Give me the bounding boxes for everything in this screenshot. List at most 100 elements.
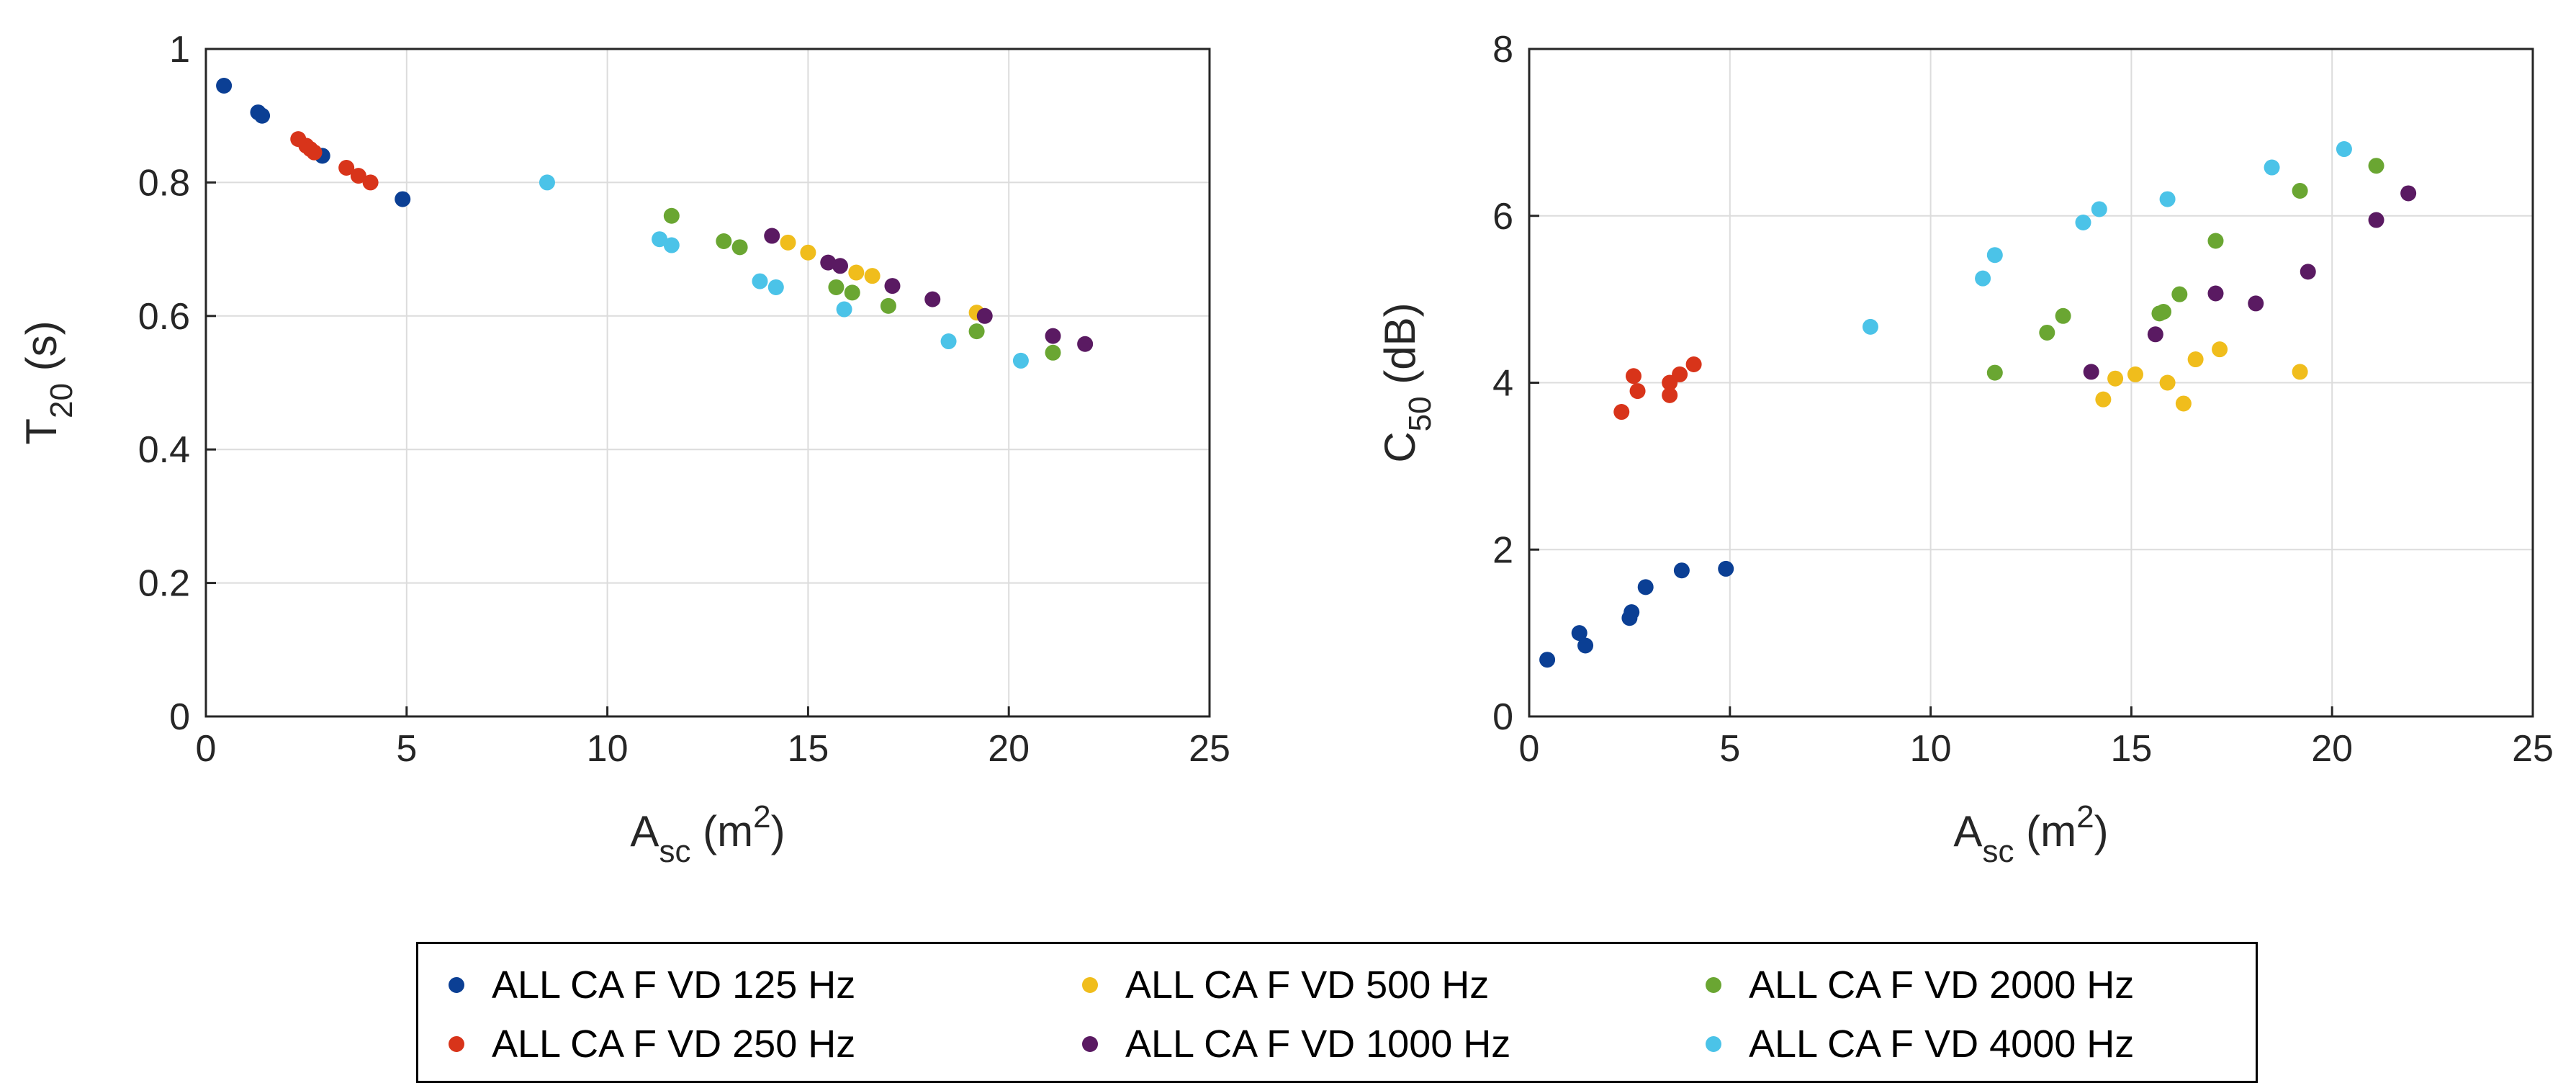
legend-item-4000hz: ALL CA F VD 4000 Hz bbox=[1706, 1019, 2134, 1069]
data-point bbox=[836, 301, 852, 318]
series-all-ca-f-vd-2000-hz bbox=[1986, 158, 2384, 381]
data-point bbox=[1623, 604, 1640, 621]
data-point bbox=[820, 254, 837, 271]
data-point bbox=[716, 233, 732, 249]
data-point bbox=[968, 323, 985, 340]
data-point bbox=[362, 174, 379, 191]
legend-marker-125hz bbox=[449, 977, 464, 993]
data-point bbox=[2300, 264, 2316, 280]
data-point bbox=[2159, 191, 2176, 207]
y-axis-label: T20 (s) bbox=[17, 320, 79, 444]
data-point bbox=[1045, 328, 1061, 344]
x-axis-label: Asc (m2) bbox=[1953, 799, 2108, 869]
data-point bbox=[2292, 364, 2308, 380]
y-tick-label: 2 bbox=[1492, 529, 1513, 571]
data-point bbox=[1629, 383, 1646, 400]
legend: ALL CA F VD 125 Hz ALL CA F VD 250 Hz AL… bbox=[416, 942, 2258, 1083]
y-tick-label: 0 bbox=[169, 696, 190, 738]
data-point bbox=[2055, 307, 2071, 324]
data-point bbox=[976, 307, 993, 324]
y-tick-label: 1 bbox=[169, 29, 190, 71]
data-point bbox=[731, 239, 748, 256]
y-tick-label: 0.2 bbox=[138, 563, 190, 605]
y-tick-label: 0.4 bbox=[138, 429, 190, 471]
data-point bbox=[1625, 368, 1641, 385]
x-tick-label: 0 bbox=[196, 728, 217, 770]
x-tick-label: 20 bbox=[2311, 728, 2353, 770]
data-point bbox=[2159, 374, 2176, 391]
data-point bbox=[1975, 270, 1991, 287]
legend-label-500hz: ALL CA F VD 500 Hz bbox=[1125, 963, 1490, 1007]
data-point bbox=[1662, 387, 1678, 403]
x-tick-label: 10 bbox=[1910, 728, 1952, 770]
legend-item-125hz: ALL CA F VD 125 Hz bbox=[449, 960, 855, 1010]
series-all-ca-f-vd-4000-hz bbox=[539, 174, 1029, 369]
data-point bbox=[395, 191, 411, 207]
data-point bbox=[2147, 326, 2163, 343]
series-all-ca-f-vd-1000-hz bbox=[2083, 185, 2417, 380]
series-all-ca-f-vd-1000-hz bbox=[764, 228, 1094, 352]
data-point bbox=[2075, 215, 2091, 231]
data-point bbox=[1045, 344, 1061, 361]
data-point bbox=[2107, 370, 2124, 387]
data-point bbox=[1077, 336, 1094, 352]
data-point bbox=[2171, 286, 2188, 302]
data-point bbox=[1986, 247, 2003, 264]
data-point bbox=[1613, 404, 1630, 421]
y-tick-label: 0.8 bbox=[138, 162, 190, 204]
data-point bbox=[216, 77, 233, 94]
data-point bbox=[764, 228, 780, 244]
data-point bbox=[350, 168, 366, 184]
y-tick-label: 6 bbox=[1492, 196, 1513, 238]
t20-panel: 0 5 10 15 20 25 0 0.2 0.4 0.6 0.8 1 Asc (m2) T20 (s) bbox=[17, 29, 1230, 869]
data-point bbox=[752, 273, 768, 289]
data-point bbox=[1673, 562, 1690, 579]
legend-label-2000hz: ALL CA F VD 2000 Hz bbox=[1749, 963, 2135, 1007]
y-axis-label: C50 (dB) bbox=[1376, 302, 1438, 462]
x-tick-label: 20 bbox=[988, 728, 1030, 770]
legend-marker-1000hz bbox=[1082, 1036, 1098, 1052]
data-point bbox=[2207, 233, 2224, 249]
legend-item-250hz: ALL CA F VD 250 Hz bbox=[449, 1019, 855, 1069]
legend-marker-4000hz bbox=[1706, 1036, 1721, 1052]
data-point bbox=[2400, 185, 2417, 202]
data-point bbox=[1637, 579, 1654, 595]
x-tick-label: 25 bbox=[2512, 728, 2554, 770]
data-point bbox=[338, 160, 355, 176]
data-point bbox=[1986, 364, 2003, 381]
data-point bbox=[1577, 637, 1594, 654]
legend-label-4000hz: ALL CA F VD 4000 Hz bbox=[1749, 1022, 2135, 1066]
x-tick-label: 5 bbox=[1719, 728, 1740, 770]
series-all-ca-f-vd-125-hz bbox=[1539, 560, 1734, 668]
series-all-ca-f-vd-4000-hz bbox=[1862, 141, 2352, 335]
legend-item-500hz: ALL CA F VD 500 Hz bbox=[1082, 960, 1489, 1010]
data-point bbox=[884, 278, 901, 295]
data-point bbox=[780, 234, 796, 251]
data-point bbox=[1571, 625, 1588, 642]
y-tick-label: 0 bbox=[1492, 696, 1513, 738]
y-tick-label: 8 bbox=[1492, 29, 1513, 71]
data-point bbox=[864, 268, 881, 284]
x-tick-label: 15 bbox=[787, 728, 829, 770]
data-point bbox=[1012, 352, 1029, 369]
data-point bbox=[663, 237, 680, 253]
data-point bbox=[306, 144, 323, 161]
data-point bbox=[2083, 364, 2099, 380]
x-tick-label: 5 bbox=[396, 728, 417, 770]
x-tick-label: 10 bbox=[587, 728, 629, 770]
series-all-ca-f-vd-2000-hz bbox=[663, 207, 1061, 361]
data-point bbox=[652, 231, 668, 248]
data-point bbox=[940, 333, 957, 350]
data-point bbox=[2292, 182, 2308, 199]
data-point bbox=[1539, 652, 1556, 668]
x-tick-label: 25 bbox=[1189, 728, 1230, 770]
data-point bbox=[848, 264, 865, 281]
data-point bbox=[2039, 324, 2055, 341]
c50-panel: 0 5 10 15 20 25 0 2 4 6 8 Asc (m2) C50 (dB) bbox=[1376, 29, 2554, 869]
legend-item-1000hz: ALL CA F VD 1000 Hz bbox=[1082, 1019, 1510, 1069]
x-tick-label: 0 bbox=[1519, 728, 1540, 770]
data-point bbox=[2187, 351, 2204, 368]
data-point bbox=[880, 297, 896, 314]
data-point bbox=[2212, 341, 2228, 358]
